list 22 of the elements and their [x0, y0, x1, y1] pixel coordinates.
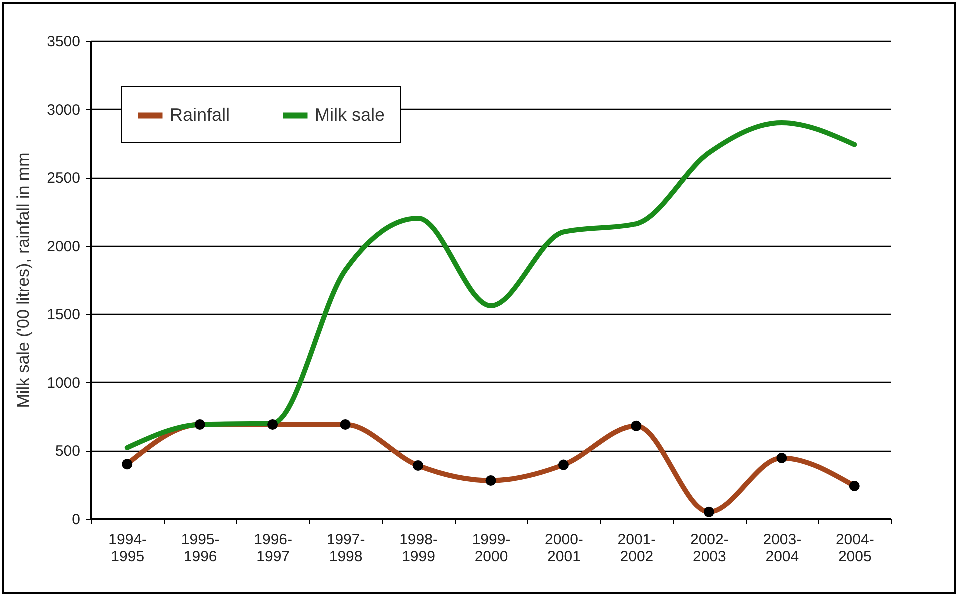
x-tick-label: 2002-2003 [690, 532, 729, 566]
x-tick-label: 1999-2000 [472, 532, 511, 566]
y-tick-label: 2500 [47, 170, 80, 188]
y-tick-label: 3500 [47, 34, 80, 50]
y-tick-label: 2000 [47, 238, 80, 256]
x-tick-label: 1998-1999 [400, 532, 438, 566]
legend-label: Rainfall [170, 104, 230, 125]
x-tick-label: 1997-1998 [326, 532, 366, 566]
x-tick-label: 1994-1995 [108, 532, 148, 566]
x-tick-label: 2004-2005 [836, 532, 874, 566]
y-tick-label: 3000 [47, 102, 80, 119]
x-tick-label: 2001-2002 [618, 532, 656, 566]
x-tick-label: 1995-1996 [181, 532, 220, 566]
legend-label: Milk sale [315, 104, 386, 125]
y-tick-label: 0 [72, 512, 80, 528]
x-tick-label: 2000-2001 [545, 532, 584, 566]
y-tick-label: 1000 [47, 374, 80, 392]
x-tick-label: 2003-2004 [763, 532, 802, 566]
y-tick-label: 1500 [47, 306, 80, 324]
y-tick-label: 500 [55, 443, 80, 460]
x-tick-label: 1996-1997 [254, 532, 293, 566]
y-axis-title: Milk sale ('00 litres), rainfall in mm [14, 152, 34, 408]
